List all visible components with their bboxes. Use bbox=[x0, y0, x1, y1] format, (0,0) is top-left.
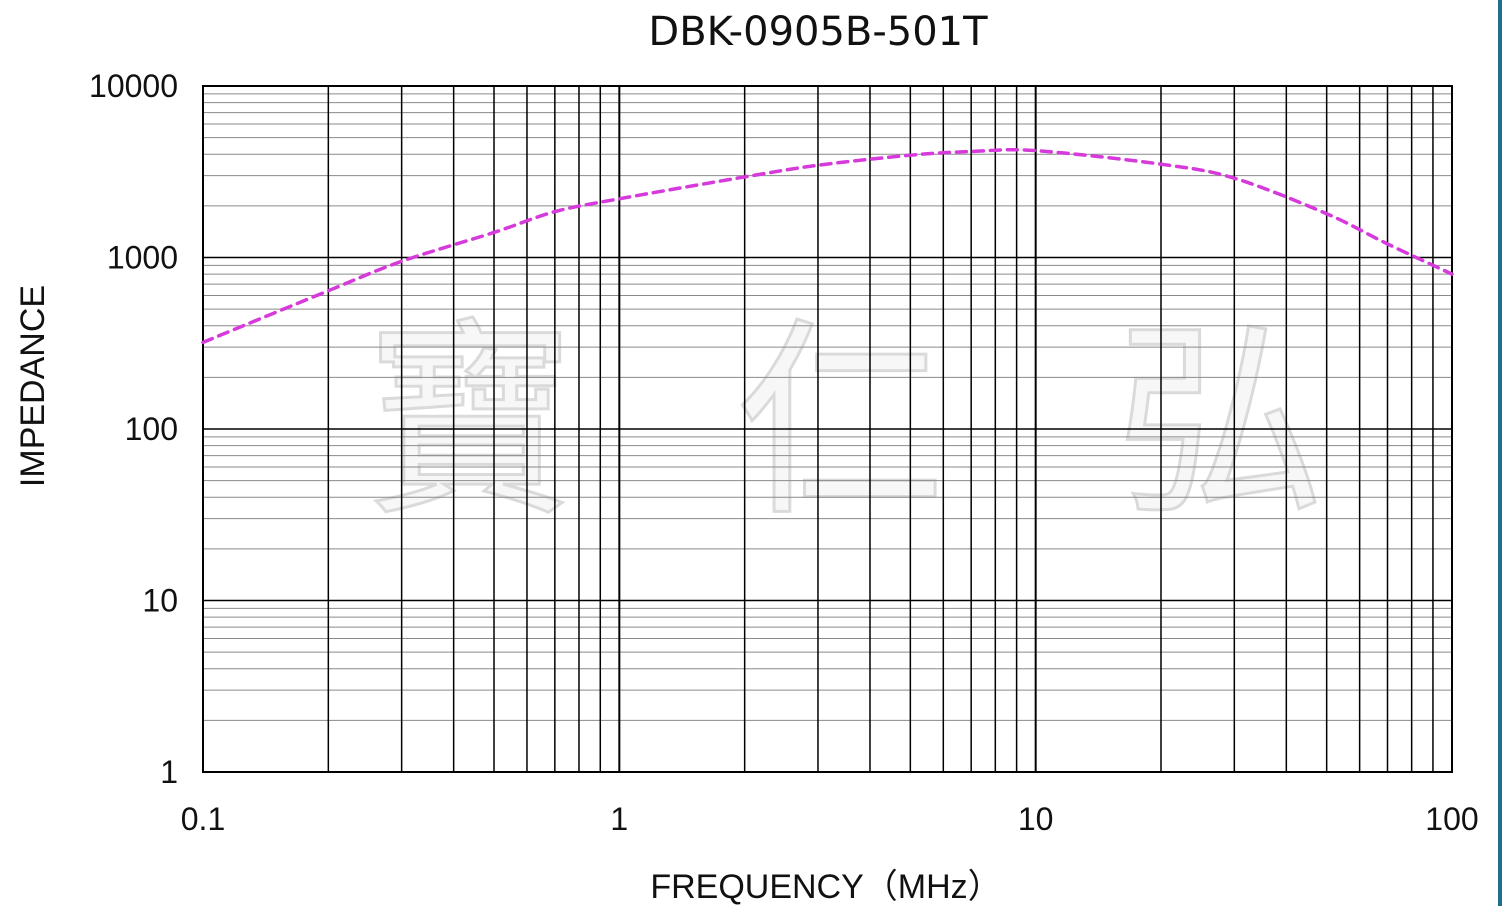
x-tick-label: 100 bbox=[1425, 801, 1478, 837]
y-tick-label: 10 bbox=[142, 583, 178, 619]
plot-area bbox=[202, 85, 1453, 773]
y-tick-label: 10000 bbox=[89, 68, 178, 104]
y-axis-ticks: 1 10 100 1000 10000 bbox=[89, 68, 178, 790]
watermark-character: 寶 bbox=[365, 300, 575, 545]
x-tick-label: 0.1 bbox=[181, 801, 225, 837]
x-tick-label: 1 bbox=[610, 801, 628, 837]
x-axis-ticks: 0.1 1 10 100 bbox=[181, 801, 1479, 837]
x-axis-label: FREQUENCY（MHz） bbox=[650, 868, 1001, 906]
y-tick-label: 100 bbox=[125, 411, 178, 447]
watermark-character: 弘 bbox=[1115, 300, 1325, 545]
window-edge bbox=[1498, 0, 1502, 906]
grid-minor-lines bbox=[203, 93, 1452, 721]
chart-title: DBK-0905B-501T bbox=[648, 9, 988, 55]
y-tick-label: 1000 bbox=[107, 240, 178, 276]
series-line bbox=[201, 147, 1454, 345]
watermark-character: 仁 bbox=[735, 300, 945, 545]
x-tick-label: 10 bbox=[1018, 801, 1054, 837]
y-axis-label: IMPEDANCE bbox=[14, 285, 52, 487]
y-tick-label: 1 bbox=[160, 754, 178, 790]
watermark: 寶仁弘 bbox=[363, 299, 1326, 547]
